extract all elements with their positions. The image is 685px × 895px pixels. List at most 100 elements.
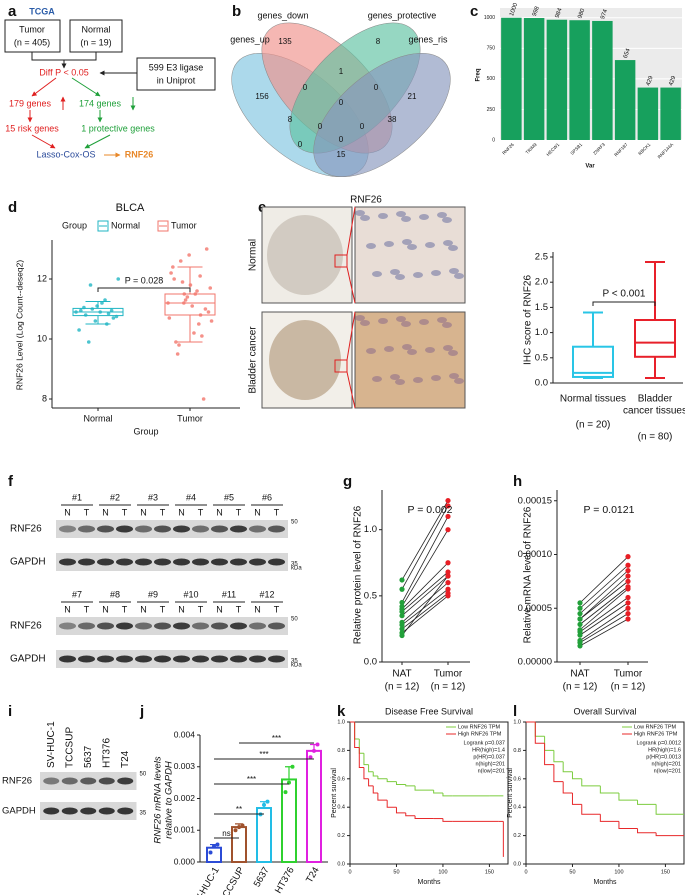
km-step (571, 793, 582, 805)
legend-label: High RNF26 TPM (634, 731, 678, 737)
venn-count: 8 (288, 115, 293, 124)
point (208, 850, 213, 855)
cell (407, 244, 417, 250)
x-tick-label: HECW1 (545, 142, 560, 157)
pair-line (579, 581, 629, 620)
panel-label: j (139, 703, 144, 720)
x-tick-label: NAT (392, 669, 411, 680)
band (80, 777, 97, 785)
label: (n = 405) (14, 37, 50, 47)
band (59, 622, 76, 630)
cell-label: TCCSUP (64, 727, 75, 768)
km-step (405, 784, 416, 787)
point (182, 292, 187, 296)
point (577, 600, 583, 606)
pair-line (401, 575, 449, 636)
y-tick-label: 0.00005 (518, 603, 552, 614)
y-tick-label: 0.004 (174, 729, 196, 739)
bar (569, 20, 590, 140)
x-tick-label: ZNRF3 (592, 142, 606, 156)
cell-label: SV-HUC-1 (46, 721, 57, 768)
value-label: 974 (600, 8, 609, 20)
km-step (534, 722, 545, 744)
lane-label: T (122, 604, 128, 614)
cell (390, 269, 400, 275)
point (208, 286, 213, 290)
venn-count: 0 (374, 83, 379, 92)
lane-label: T (84, 507, 90, 517)
band (116, 558, 133, 566)
x-axis-label: Group (133, 426, 158, 436)
row-label: GAPDH (10, 654, 46, 665)
point (625, 586, 631, 592)
pair-line (401, 592, 449, 630)
point (625, 605, 631, 611)
x-axis-label: Months (594, 879, 617, 886)
venn-count: 135 (278, 37, 292, 46)
venn-set (313, 52, 451, 178)
lane-label: T (160, 507, 166, 517)
point (577, 643, 583, 649)
lane-label: N (64, 604, 71, 614)
band (249, 655, 266, 663)
stat-label: n(low)=201 (654, 768, 681, 774)
y-tick-label: 2.5 (535, 252, 548, 263)
point (183, 298, 188, 302)
point (283, 790, 288, 795)
point (577, 611, 583, 617)
km-step (395, 807, 406, 814)
km-step (534, 722, 545, 737)
sample-label: #3 (148, 492, 158, 502)
x-tick-note: (n = 20) (576, 420, 611, 431)
band (98, 807, 115, 815)
stat-label: Logrank p=0.0012 (637, 740, 682, 746)
point (625, 616, 631, 622)
blot-membrane (56, 553, 288, 571)
bar (660, 87, 681, 140)
point (192, 331, 196, 335)
point (265, 799, 270, 804)
band (78, 558, 95, 566)
annotation: P = 0.0121 (584, 504, 635, 516)
point (625, 562, 631, 568)
point (399, 577, 405, 583)
lane-label: N (216, 507, 223, 517)
y-tick-label: 1000 (484, 15, 495, 21)
band (116, 622, 133, 630)
venn-count: 0 (360, 122, 365, 131)
significance-bracket (97, 287, 191, 292)
band (211, 622, 228, 630)
panel-label: g (343, 473, 352, 490)
y-tick-label: 2.0 (535, 277, 548, 288)
y-tick-label: 1.0 (337, 719, 345, 725)
pair-line (579, 597, 629, 633)
point (399, 632, 405, 639)
point (111, 316, 116, 320)
band (173, 525, 190, 533)
point (167, 316, 172, 320)
plot-frame (349, 721, 509, 865)
x-tick-label: RNF144A (657, 142, 675, 160)
stat-label: p(HR)=0.0013 (646, 754, 681, 760)
band (211, 525, 228, 533)
lane-label: N (102, 507, 109, 517)
pair-line (401, 529, 449, 607)
point (88, 283, 93, 287)
cell (407, 349, 417, 355)
y-axis-label: Percent survival (507, 768, 514, 818)
bar (546, 19, 568, 140)
label: 1 protective genes (81, 123, 155, 133)
zoom-box (334, 359, 348, 373)
venn-count: 21 (408, 92, 417, 101)
legend-label: Low RNF26 TPM (634, 724, 676, 730)
x-tick-label: Bladder (638, 394, 673, 405)
cell (372, 271, 382, 277)
lane-label: N (64, 507, 71, 517)
significance-label: *** (259, 750, 268, 759)
panel-label: h (513, 473, 522, 490)
point (114, 314, 119, 319)
band (135, 525, 152, 533)
label: 179 genes (9, 98, 52, 108)
cell (360, 320, 370, 326)
